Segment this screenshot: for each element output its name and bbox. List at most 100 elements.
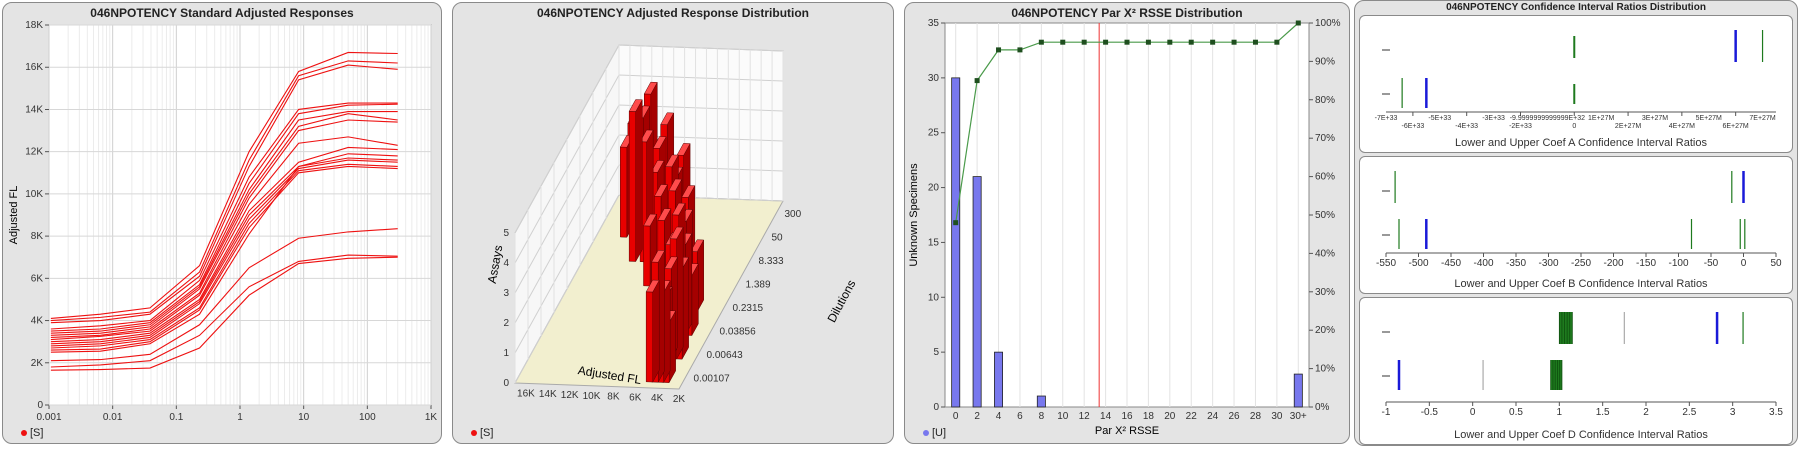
series-line: [50, 111, 398, 334]
x-tick-label: -0.5: [1421, 407, 1439, 418]
y-tick-label: 10: [928, 292, 940, 303]
bar-top: [643, 81, 658, 95]
x-tick-label: 8: [1039, 411, 1045, 422]
y-axis-label: Dilutions: [824, 278, 858, 325]
rsse-distribution-chart: 0 2 4 6 8 10 12 14 16 18 20 22 24 26 28 30 30+0510152025…: [908, 18, 1341, 437]
x-tick-label: -200: [1603, 258, 1623, 269]
legend-label: [S]: [30, 427, 44, 439]
legend-dot-icon: [21, 430, 27, 436]
cumulative-marker: [974, 78, 980, 84]
y-tick-label: 20: [928, 183, 940, 194]
y2-tick-label: 70%: [1315, 133, 1335, 144]
bar-side: [691, 263, 699, 336]
bar-top: [643, 213, 657, 227]
series-line: [50, 157, 398, 353]
series-line: [50, 51, 398, 319]
y-tick-label: 35: [928, 18, 940, 29]
bar-front: [620, 146, 628, 238]
x-tick-label: 2E+27M: [1615, 123, 1641, 130]
y-tick-label: 15: [928, 237, 940, 248]
x-tick-label: 50: [1770, 258, 1782, 269]
x-tick-label: 4E+27M: [1669, 123, 1695, 130]
y2-tick-label: 100%: [1315, 18, 1341, 29]
x-tick-label: 6K: [629, 392, 642, 403]
series-line: [50, 228, 398, 362]
series-line: [50, 60, 398, 322]
x-tick-label: -9.9999999999999E+32: [1510, 115, 1585, 122]
x-tick-label: -500: [1408, 258, 1428, 269]
y-tick-label: 0: [37, 400, 43, 411]
standard-responses-panel: 046NPOTENCY Standard Adjusted Responses …: [2, 2, 442, 444]
cumulative-marker: [953, 220, 959, 226]
legend-series[interactable]: [S]: [471, 427, 493, 439]
cumulative-marker: [1295, 20, 1301, 26]
legend-label: [U]: [932, 427, 947, 439]
z-tick-label: 4: [503, 258, 509, 269]
bar-front: [628, 111, 636, 262]
panel-title: 046NPOTENCY Adjusted Response Distributi…: [536, 6, 810, 20]
series-line: [50, 113, 398, 336]
x-tick-label: -550: [1376, 258, 1396, 269]
x-tick-label: 6E+27M: [1723, 123, 1749, 130]
z-axis-label: Assays: [485, 244, 506, 285]
legend-dot-icon: [923, 430, 929, 436]
bar-3d: [645, 279, 660, 383]
x-axis-label: Lower and Upper Coef D Confidence Interv…: [1454, 429, 1708, 441]
x-tick-label: 3.5: [1769, 407, 1783, 418]
cumulative-marker: [1274, 39, 1280, 45]
x-tick-label: 0.001: [36, 412, 61, 423]
x-tick-label: 2.5: [1682, 407, 1696, 418]
x-tick-label: 12: [1079, 411, 1091, 422]
x-tick-label: 7E+27M: [1749, 115, 1775, 122]
x-tick-label: 20: [1164, 411, 1176, 422]
bar-top: [654, 184, 668, 197]
series-line: [50, 153, 398, 345]
z-tick-label: 1: [503, 348, 509, 359]
x-tick-label: -300: [1538, 258, 1558, 269]
bar-top: [639, 129, 654, 143]
x-tick-label: -2E+33: [1509, 123, 1532, 130]
x-tick-label: 10: [1057, 411, 1069, 422]
bar-front: [643, 225, 651, 287]
x-tick-label: -1: [1382, 407, 1391, 418]
x-tick-label: 10K: [583, 391, 601, 402]
y-tick-label: 50: [772, 232, 784, 243]
legend-series[interactable]: [U]: [923, 427, 946, 439]
x-tick-label: 14: [1100, 411, 1112, 422]
cumulative-marker: [1188, 39, 1194, 45]
series-line: [50, 64, 398, 324]
x-tick-label: 1.5: [1596, 407, 1610, 418]
y-tick-label: 2K: [31, 358, 44, 369]
y-tick-label: 0.00643: [707, 350, 744, 361]
x-tick-label: 28: [1250, 411, 1262, 422]
panel-title: 046NPOTENCY Standard Adjusted Responses: [90, 6, 354, 20]
x-axis-label: Par X² RSSE: [1095, 425, 1159, 437]
z-tick-label: 0: [503, 378, 509, 389]
x-tick-label: -450: [1441, 258, 1461, 269]
cumulative-marker: [1252, 39, 1258, 45]
coef-b-subpanel: -550 -500 -450 -400 -350 -300 -250 -200 -150 -100…: [1359, 156, 1793, 294]
coef-d-subpanel: -1 -0.5 0 0.5 1 1.5 2 2.5 3 3.5 Lower and Upper Co…: [1359, 297, 1793, 445]
y2-tick-label: 30%: [1315, 287, 1335, 298]
y-tick-label: 0: [933, 402, 939, 413]
x-tick-label: 1E+27M: [1588, 115, 1614, 122]
series-line: [50, 254, 398, 368]
y-tick-label: 30: [928, 73, 940, 84]
panel-title: 046NPOTENCY Confidence Interval Ratios D…: [1446, 2, 1706, 13]
series-line: [50, 146, 398, 343]
bar: [951, 77, 961, 408]
x-tick-label: -100: [1668, 258, 1688, 269]
x-tick-label: 1K: [425, 412, 438, 423]
legend-series[interactable]: [S]: [21, 427, 43, 439]
y-tick-label: 16K: [25, 62, 43, 73]
y-tick-label: 12K: [25, 147, 43, 158]
cumulative-marker: [1210, 39, 1216, 45]
x-tick-label: 10: [298, 412, 310, 423]
y-tick-label: 1.389: [746, 279, 771, 290]
bar-top: [664, 256, 679, 270]
y-tick-label: 14K: [25, 104, 43, 115]
z-tick-label: 3: [503, 288, 509, 299]
y2-tick-label: 20%: [1315, 325, 1335, 336]
x-tick-label: -250: [1571, 258, 1591, 269]
x-tick-label: 3E+27M: [1642, 115, 1668, 122]
